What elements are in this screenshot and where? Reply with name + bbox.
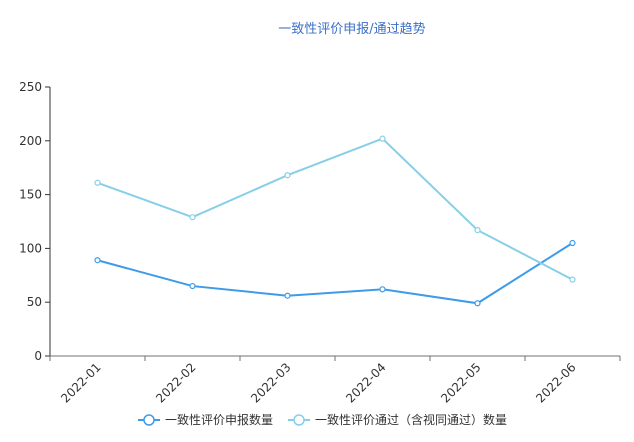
x-tick-label: 2022-03 <box>248 360 293 405</box>
x-tick-label: 2022-01 <box>58 360 103 405</box>
chart-legend[interactable]: 一致性评价申报数量 一致性评价通过（含视同通过）数量 <box>138 412 507 427</box>
data-point[interactable] <box>94 257 101 264</box>
data-point[interactable] <box>189 214 196 221</box>
series-2 <box>94 135 576 283</box>
chart-title: 一致性评价申报/通过趋势 <box>278 22 426 37</box>
y-tick-label: 150 <box>19 188 42 202</box>
series-line <box>97 242 574 305</box>
legend-marker-icon <box>143 414 155 426</box>
chart-axes <box>45 86 621 361</box>
data-point[interactable] <box>94 179 101 186</box>
x-tick-label: 2022-06 <box>533 360 578 405</box>
y-tick-label: 250 <box>19 80 42 94</box>
data-point[interactable] <box>284 172 291 179</box>
series-line <box>97 137 573 281</box>
y-axis-labels: 0 50 100 150 200 250 <box>19 80 42 363</box>
data-point[interactable] <box>284 292 291 299</box>
x-tick-label: 2022-04 <box>343 360 388 405</box>
data-point[interactable] <box>379 135 386 142</box>
y-tick-label: 200 <box>19 134 42 148</box>
legend-label: 一致性评价申报数量 <box>165 412 273 427</box>
y-tick-label: 50 <box>27 295 42 309</box>
x-tick-label: 2022-05 <box>438 360 483 405</box>
y-tick-label: 100 <box>19 241 42 255</box>
data-point[interactable] <box>474 300 481 307</box>
legend-marker-icon <box>293 414 305 426</box>
series-layer <box>94 135 576 307</box>
data-point[interactable] <box>569 239 576 247</box>
x-axis-labels: 2022-01 2022-02 2022-03 2022-04 2022-05 2022-… <box>58 360 578 405</box>
legend-label: 一致性评价通过（含视同通过）数量 <box>315 412 507 427</box>
data-point[interactable] <box>474 227 481 234</box>
series-1 <box>94 239 576 307</box>
legend-item-1[interactable]: 一致性评价申报数量 <box>138 412 273 427</box>
legend-item-2[interactable]: 一致性评价通过（含视同通过）数量 <box>288 412 507 427</box>
data-point[interactable] <box>379 286 386 293</box>
data-point[interactable] <box>569 276 576 283</box>
data-point[interactable] <box>189 282 196 290</box>
x-tick-label: 2022-02 <box>153 360 198 405</box>
y-tick-label: 0 <box>34 349 42 363</box>
